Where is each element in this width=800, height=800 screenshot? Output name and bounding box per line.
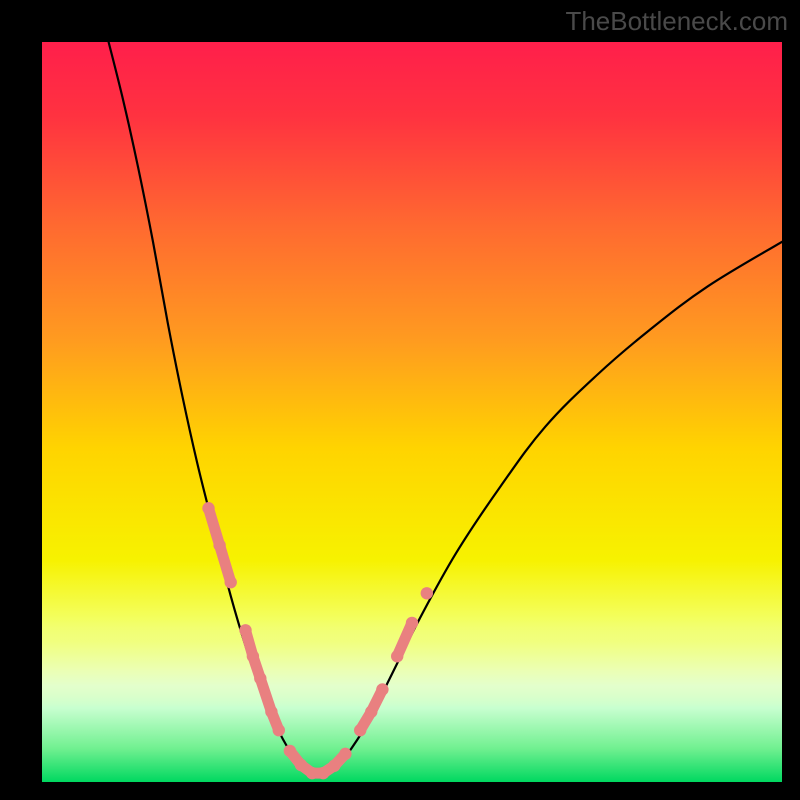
marker-dot-14 bbox=[354, 724, 366, 736]
marker-dot-16 bbox=[376, 683, 388, 695]
marker-dot-6 bbox=[265, 706, 277, 718]
marker-dot-4 bbox=[247, 650, 259, 662]
watermark-label: TheBottleneck.com bbox=[565, 6, 788, 37]
marker-dot-18 bbox=[406, 617, 418, 629]
marker-dot-11 bbox=[317, 767, 329, 779]
marker-dot-15 bbox=[365, 706, 377, 718]
marker-dot-19 bbox=[421, 587, 433, 599]
plot-area bbox=[42, 42, 782, 782]
marker-dot-1 bbox=[213, 539, 225, 551]
chart-stage: TheBottleneck.com bbox=[0, 0, 800, 800]
marker-dot-5 bbox=[254, 672, 266, 684]
marker-dot-2 bbox=[225, 576, 237, 588]
bottleneck-chart-svg bbox=[42, 42, 782, 782]
marker-dot-9 bbox=[295, 759, 307, 771]
marker-dot-8 bbox=[284, 745, 296, 757]
marker-dot-13 bbox=[339, 748, 351, 760]
marker-dot-3 bbox=[239, 624, 251, 636]
marker-dot-17 bbox=[391, 650, 403, 662]
marker-dot-12 bbox=[328, 760, 340, 772]
marker-dot-7 bbox=[273, 724, 285, 736]
marker-dot-0 bbox=[202, 502, 214, 514]
marker-dot-10 bbox=[306, 767, 318, 779]
